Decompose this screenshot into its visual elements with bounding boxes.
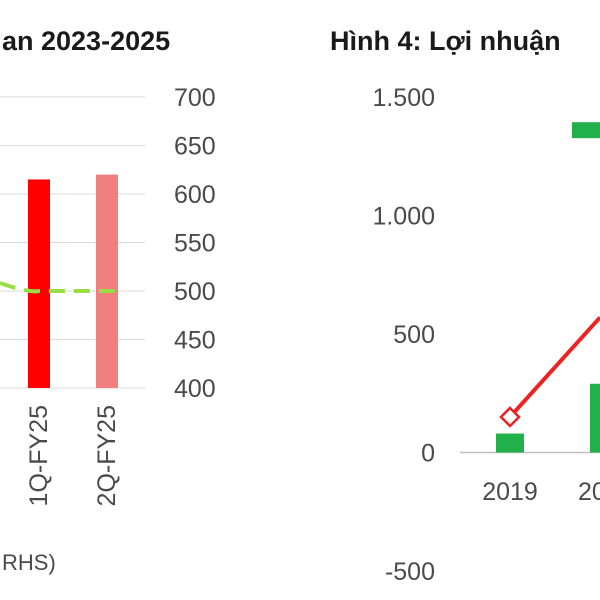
- left-y-tick-label: 650: [174, 133, 216, 161]
- right-y-tick-label: 1.000: [372, 203, 435, 231]
- right-bar-2019: [496, 433, 524, 453]
- left-bar: [28, 179, 50, 388]
- left-legend-text: RHS): [2, 550, 56, 575]
- right-x-category-label: 20: [578, 478, 600, 506]
- right-x-category-label: 2019: [482, 478, 538, 506]
- right-bar-top-segment: [572, 122, 600, 139]
- left-y-tick-label: 700: [174, 84, 216, 112]
- left-line-series: [0, 281, 117, 294]
- left-y-tick-label: 600: [174, 181, 216, 209]
- left-y-tick-label: 500: [174, 278, 216, 306]
- right-line-series: [508, 316, 600, 419]
- right-y-tick-label: -500: [385, 558, 435, 586]
- right-y-tick-label: 0: [421, 440, 435, 468]
- right-bar-lower-segment: [590, 383, 600, 453]
- left-y-tick-label: 450: [174, 327, 216, 355]
- left-x-category-label: 1Q-FY25: [25, 405, 53, 506]
- left-y-tick-label: 400: [174, 375, 216, 403]
- left-y-tick-label: 550: [174, 230, 216, 258]
- left-chart-title: an 2023-2025: [2, 26, 170, 56]
- right-chart-title: Hình 4: Lợi nhuận: [330, 26, 561, 56]
- left-bar: [96, 174, 118, 388]
- right-y-tick-label: 1.500: [372, 84, 435, 112]
- right-line-marker: [499, 406, 521, 428]
- left-x-category-label: 2Q-FY25: [93, 405, 121, 506]
- right-y-tick-label: 500: [393, 321, 435, 349]
